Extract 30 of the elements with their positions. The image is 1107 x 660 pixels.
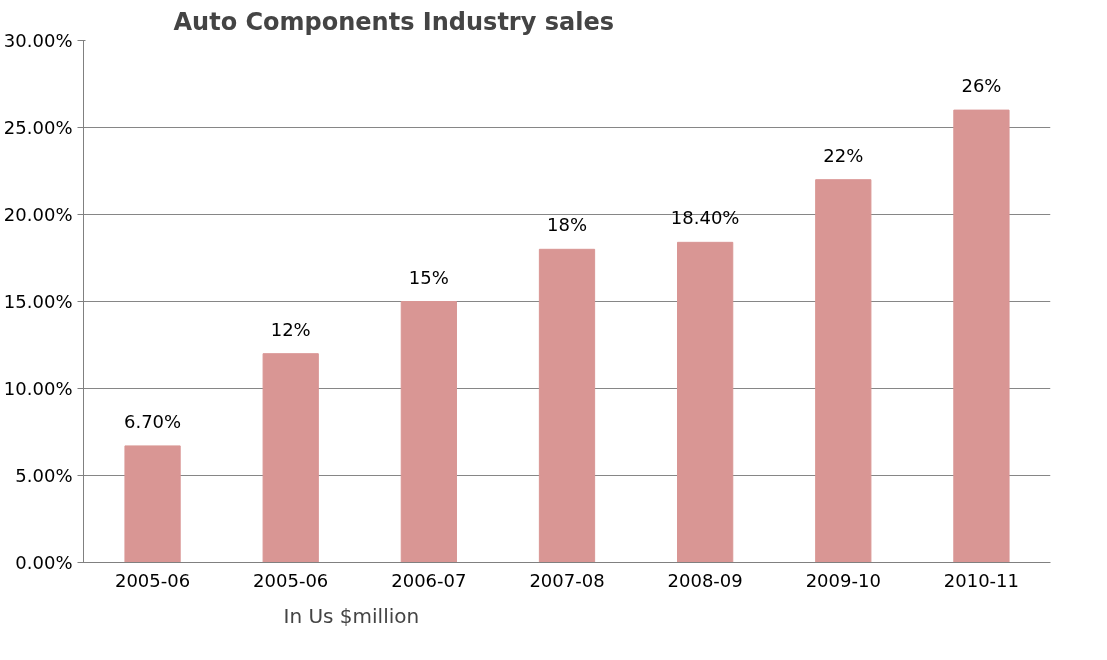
data-label: 6.70% — [123, 410, 182, 432]
bar — [953, 109, 1010, 563]
bar — [815, 179, 872, 563]
y-tick-label: 20.00% — [3, 204, 73, 225]
y-tick-label: 0.00% — [15, 552, 73, 573]
y-tick-label: 25.00% — [3, 117, 73, 138]
x-tick-label: 2005-06 — [114, 569, 191, 591]
x-tick-label: 2006-07 — [391, 569, 467, 591]
bar — [262, 353, 319, 563]
y-tick-label: 5.00% — [15, 465, 73, 486]
text: In Us $million — [283, 604, 420, 628]
x-tick-label: 2005-06 — [253, 569, 329, 591]
bar — [538, 248, 596, 563]
data-label: 22% — [823, 144, 864, 166]
bar — [677, 241, 734, 563]
data-label: 26% — [961, 75, 1002, 97]
bar — [124, 445, 181, 563]
y-tick-label: 10.00% — [3, 378, 73, 399]
x-tick-label: 2007-08 — [529, 569, 605, 591]
y-tick-label: 30.00% — [3, 30, 73, 51]
x-tick-label: 2008-09 — [667, 569, 743, 591]
data-label: 18% — [547, 214, 588, 236]
bar — [400, 301, 457, 563]
data-label: 15% — [408, 266, 449, 288]
data-label: 12% — [270, 318, 311, 340]
y-tick-label: 15.00% — [3, 291, 73, 312]
x-tick-label: 2010-11 — [943, 569, 1020, 591]
x-tick-label: 2009-10 — [805, 569, 881, 591]
chart-title: Auto Components Industry sales — [173, 7, 614, 36]
data-label: 18.40% — [670, 207, 740, 229]
